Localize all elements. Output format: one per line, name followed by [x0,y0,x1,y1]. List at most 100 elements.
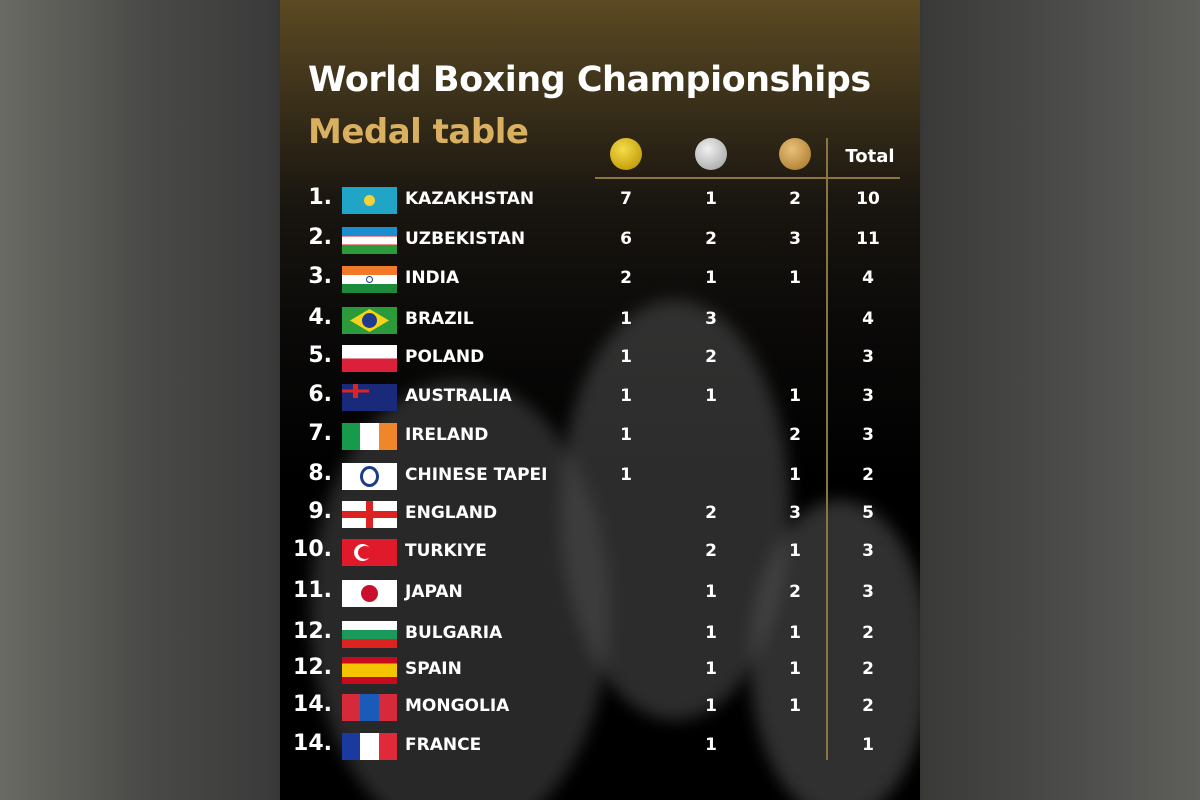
turkiye-flag-icon [342,539,397,566]
table-row: 11. JAPAN 1 2 3 [280,578,920,608]
bronze-count: 1 [789,268,801,288]
gold-count: 6 [620,229,632,249]
country-name: BRAZIL [405,309,474,329]
header-divider [595,177,900,179]
mongolia-flag-icon [342,694,397,721]
total-divider [826,138,828,760]
bronze-count: 2 [789,582,801,602]
bronze-count: 2 [789,425,801,445]
table-row: 12. SPAIN 1 1 2 [280,655,920,685]
rank: 12. [293,619,332,644]
rank: 9. [308,499,332,524]
table-row: 8. CHINESE TAPEI 1 1 2 [280,461,920,491]
silver-count: 1 [705,189,717,209]
total-count: 1 [862,735,874,755]
rank: 14. [293,731,332,756]
table-row: 9. ENGLAND 2 3 5 [280,499,920,529]
rank: 7. [308,421,332,446]
total-count: 2 [862,465,874,485]
india-flag-icon [342,266,397,293]
table-row: 10. TURKIYE 2 1 3 [280,537,920,567]
brazil-flag-icon [342,307,397,334]
france-flag-icon [342,733,397,760]
rank: 4. [308,305,332,330]
total-count: 2 [862,696,874,716]
silver-count: 1 [705,386,717,406]
rank: 2. [308,225,332,250]
silver-count: 2 [705,503,717,523]
total-count: 10 [856,189,880,209]
bronze-count: 1 [789,465,801,485]
silver-count: 2 [705,347,717,367]
country-name: AUSTRALIA [405,386,512,406]
table-row: 14. MONGOLIA 1 1 2 [280,692,920,722]
table-row: 3. INDIA 2 1 1 4 [280,264,920,294]
country-name: MONGOLIA [405,696,510,716]
table-row: 4. BRAZIL 1 3 4 [280,305,920,335]
silver-count: 1 [705,582,717,602]
bronze-count: 1 [789,659,801,679]
ireland-flag-icon [342,423,397,450]
silver-count: 2 [705,541,717,561]
poland-flag-icon [342,345,397,372]
rank: 11. [293,578,332,603]
gold-count: 2 [620,268,632,288]
rank: 14. [293,692,332,717]
england-flag-icon [342,501,397,528]
spain-flag-icon [342,657,397,684]
silver-count: 1 [705,268,717,288]
total-count: 4 [862,268,874,288]
australia-flag-icon [342,384,397,411]
page-subtitle: Medal table [308,112,529,152]
total-header: Total [845,146,895,167]
bronze-count: 3 [789,229,801,249]
country-name: CHINESE TAPEI [405,465,548,485]
bronze-count: 1 [789,386,801,406]
bulgaria-flag-icon [342,621,397,648]
page-title: World Boxing Championships [308,60,871,100]
bronze-count: 2 [789,189,801,209]
rank: 1. [308,185,332,210]
gold-medal-icon [610,138,642,170]
country-name: SPAIN [405,659,462,679]
total-count: 3 [862,582,874,602]
gold-count: 1 [620,347,632,367]
silver-count: 1 [705,659,717,679]
boxer-photo-right [750,500,920,800]
bronze-count: 3 [789,503,801,523]
country-name: KAZAKHSTAN [405,189,535,209]
gold-count: 1 [620,465,632,485]
bronze-count: 1 [789,696,801,716]
country-name: BULGARIA [405,623,503,643]
silver-count: 1 [705,623,717,643]
medal-table-graphic: World Boxing Championships Medal table T… [280,0,920,800]
total-count: 5 [862,503,874,523]
uzbekistan-flag-icon [342,227,397,254]
kazakhstan-flag-icon [342,187,397,214]
table-row: 2. UZBEKISTAN 6 2 3 11 [280,225,920,255]
total-count: 2 [862,623,874,643]
rank: 10. [293,537,332,562]
table-row: 12. BULGARIA 1 1 2 [280,619,920,649]
country-name: JAPAN [405,582,463,602]
table-row: 7. IRELAND 1 2 3 [280,421,920,451]
country-name: UZBEKISTAN [405,229,526,249]
rank: 8. [308,461,332,486]
table-row: 6. AUSTRALIA 1 1 1 3 [280,382,920,412]
rank: 5. [308,343,332,368]
silver-count: 1 [705,735,717,755]
silver-medal-icon [695,138,727,170]
country-name: ENGLAND [405,503,498,523]
country-name: IRELAND [405,425,489,445]
total-count: 3 [862,425,874,445]
bronze-count: 1 [789,541,801,561]
country-name: INDIA [405,268,460,288]
gold-count: 1 [620,386,632,406]
total-count: 11 [856,229,880,249]
silver-count: 3 [705,309,717,329]
rank: 3. [308,264,332,289]
gold-count: 1 [620,309,632,329]
total-count: 3 [862,347,874,367]
total-count: 3 [862,541,874,561]
bronze-count: 1 [789,623,801,643]
